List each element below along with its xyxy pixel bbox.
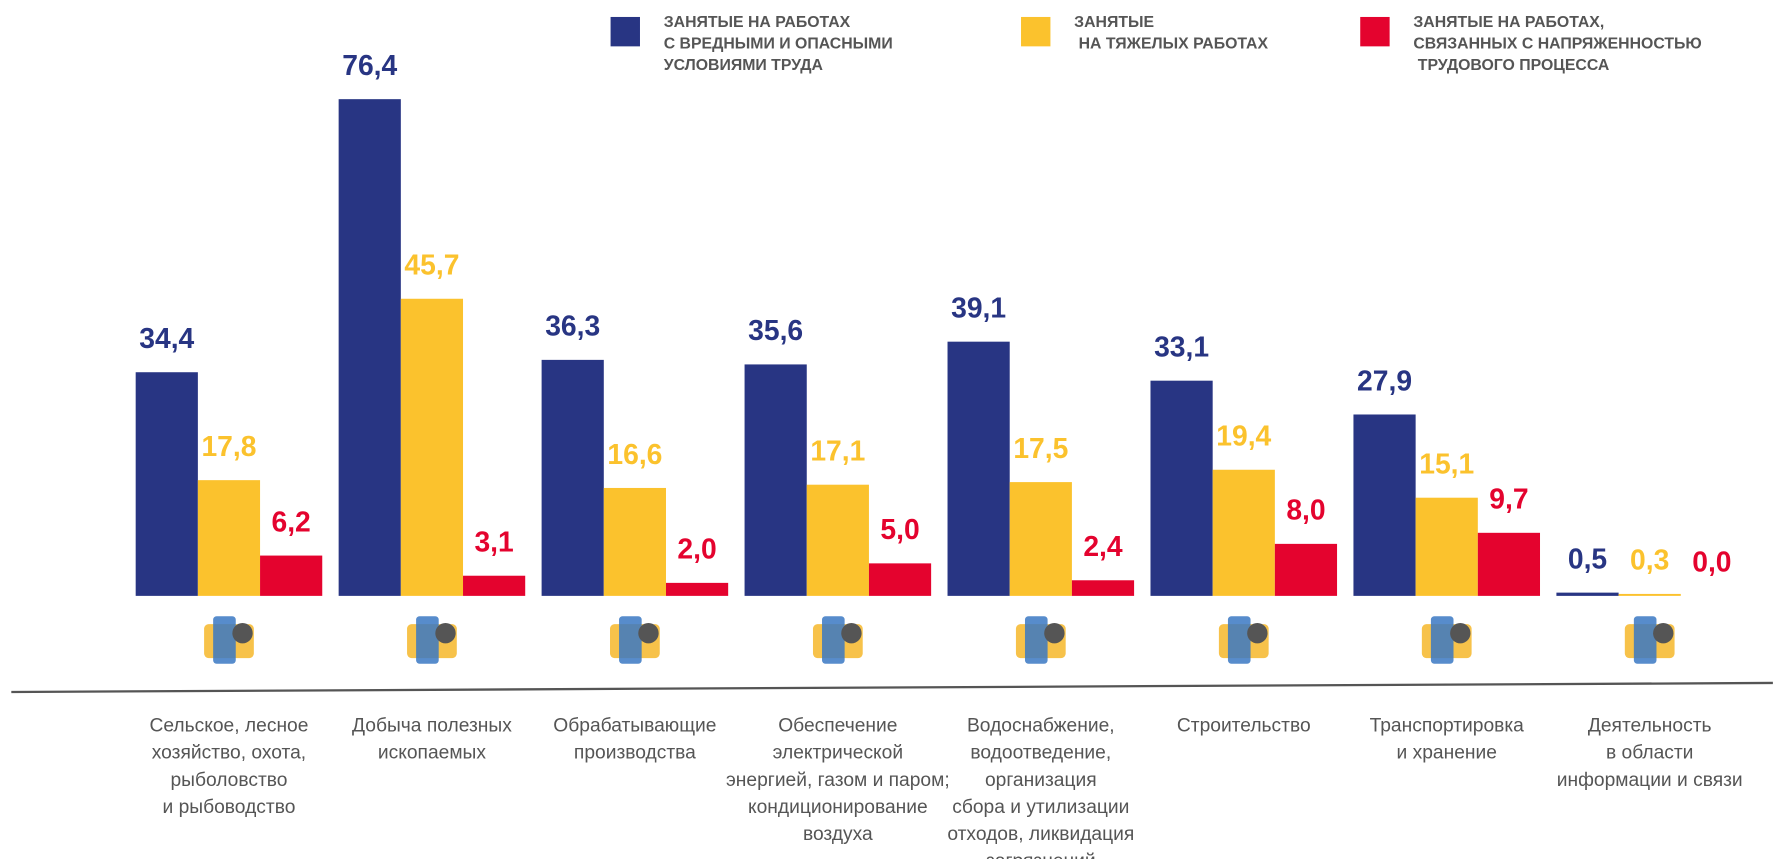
value-label: 36,3 — [545, 310, 600, 342]
bar — [260, 555, 323, 596]
category-label: Добыча полезных ископаемых — [352, 714, 512, 764]
value-label: 27,9 — [1357, 364, 1412, 396]
value-label: 0,3 — [1630, 544, 1669, 576]
baseline-rule — [11, 681, 1773, 694]
bar — [1274, 543, 1338, 596]
icon — [841, 623, 862, 644]
icon — [1024, 616, 1048, 664]
bar — [868, 563, 932, 596]
bar — [338, 99, 401, 596]
legend-swatch — [610, 16, 640, 47]
bar — [1415, 497, 1478, 596]
bar — [1212, 469, 1275, 596]
bar — [1618, 593, 1681, 596]
bar — [603, 487, 666, 596]
value-label: 6,2 — [272, 505, 311, 537]
bar — [1353, 414, 1416, 596]
value-label: 5,0 — [880, 513, 919, 545]
value-label: 0,5 — [1568, 542, 1607, 574]
legend-label: ЗАНЯТЫЕ НА РАБОТАХ, СВЯЗАННЫХ С НАПРЯЖЕН… — [1413, 12, 1702, 74]
bar — [744, 364, 807, 596]
value-label: 16,6 — [607, 438, 662, 470]
category-label: Обеспечение электрической энергией, газо… — [725, 714, 950, 845]
value-label: 17,1 — [810, 435, 865, 467]
category-label: Водоснабжение, водоотведение, организаци… — [947, 714, 1135, 859]
value-label: 2,0 — [677, 533, 716, 565]
icon — [1633, 616, 1657, 664]
bar — [665, 582, 729, 596]
value-label: 8,0 — [1286, 494, 1325, 526]
value-label: 15,1 — [1419, 448, 1474, 480]
icon — [638, 623, 659, 644]
value-label: 17,8 — [201, 430, 256, 462]
legend-label: ЗАНЯТЫЕ НА ТЯЖЕЛЫХ РАБОТАХ — [1074, 12, 1269, 53]
bar — [1150, 380, 1213, 596]
bar — [1556, 592, 1619, 596]
icon — [213, 616, 236, 664]
icon — [1430, 616, 1454, 664]
icon — [232, 623, 253, 644]
category-label: Деятельность в области информации и связ… — [1556, 714, 1743, 791]
value-label: 17,5 — [1013, 432, 1068, 464]
bar — [1477, 532, 1541, 596]
bar — [400, 298, 464, 596]
category-label: Транспортировка и хранение — [1369, 714, 1524, 764]
value-label: 0,0 — [1692, 546, 1731, 578]
value-label: 76,4 — [342, 49, 397, 81]
value-label: 9,7 — [1489, 483, 1528, 515]
bar — [463, 575, 526, 596]
legend-swatch — [1360, 16, 1390, 47]
bar — [806, 484, 869, 596]
category-label: Сельское, лесное хозяйство, охота, рыбол… — [149, 714, 309, 818]
bar — [1009, 482, 1072, 596]
legend-swatch — [1021, 16, 1051, 47]
value-label: 34,4 — [139, 322, 194, 354]
icon — [1653, 623, 1674, 644]
value-label: 2,4 — [1083, 530, 1123, 562]
icon — [1044, 623, 1065, 644]
icon — [1247, 623, 1268, 644]
icon — [1450, 623, 1471, 644]
icon — [435, 623, 456, 644]
bar — [541, 359, 604, 596]
icon — [1227, 616, 1251, 664]
category-label: Обрабатывающие производства — [553, 714, 717, 764]
value-label: 45,7 — [404, 249, 459, 281]
icon — [619, 616, 642, 664]
category-label: Строительство — [1176, 714, 1311, 737]
value-label: 35,6 — [748, 314, 803, 346]
icon — [416, 616, 439, 664]
icon — [822, 616, 845, 664]
value-label: 39,1 — [951, 291, 1006, 323]
bar — [197, 480, 261, 596]
value-label: 19,4 — [1216, 420, 1271, 452]
value-label: 3,1 — [474, 526, 513, 558]
bar — [135, 372, 198, 596]
bar — [947, 341, 1010, 596]
bar — [1071, 580, 1135, 596]
legend-label: ЗАНЯТЫЕ НА РАБОТАХ С ВРЕДНЫМИ И ОПАСНЫМИ… — [663, 12, 893, 74]
value-label: 33,1 — [1154, 330, 1209, 362]
